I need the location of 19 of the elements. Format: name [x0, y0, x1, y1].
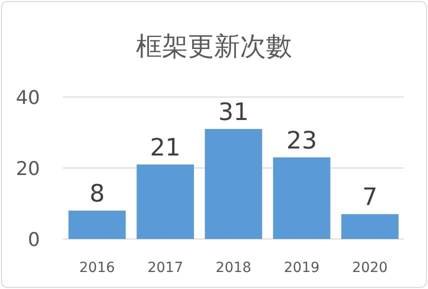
- x-tick-label: 2020: [352, 260, 388, 276]
- data-label: 8: [89, 180, 105, 208]
- data-label: 23: [286, 126, 317, 154]
- bar: [68, 210, 126, 239]
- chart-title: 框架更新次數: [136, 32, 292, 62]
- y-tick-label: 0: [28, 229, 40, 251]
- data-label: 7: [362, 183, 378, 212]
- bar: [204, 128, 262, 239]
- x-tick-label: 2017: [147, 260, 184, 276]
- x-tick-label: 2016: [79, 260, 115, 276]
- y-tick-label: 20: [16, 158, 40, 180]
- bar: [341, 214, 399, 239]
- data-label: 31: [218, 98, 249, 126]
- bar: [273, 157, 330, 239]
- data-label: 21: [150, 133, 181, 162]
- x-tick-label: 2019: [284, 260, 320, 276]
- bar: [136, 164, 194, 239]
- y-tick-label: 40: [16, 87, 40, 109]
- x-tick-label: 2018: [216, 260, 252, 276]
